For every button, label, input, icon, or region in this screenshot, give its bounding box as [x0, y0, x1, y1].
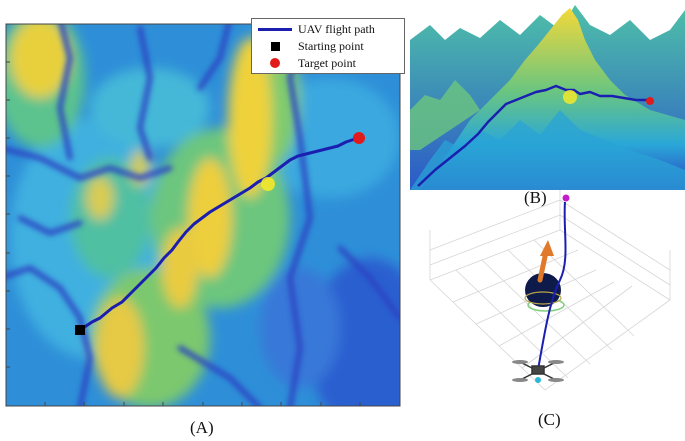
waypoint-marker-3d — [563, 90, 577, 104]
trajectory-line — [537, 201, 567, 371]
drone-position-marker — [535, 377, 541, 383]
target-point-marker-3d — [646, 97, 654, 105]
caption-a: (A) — [190, 418, 214, 437]
goal-marker — [562, 194, 570, 202]
flight-path-line — [79, 136, 359, 332]
legend: UAV flight path Starting point Target po… — [251, 18, 405, 74]
legend-row-target: Target point — [252, 55, 356, 71]
waypoint-marker — [261, 177, 275, 191]
caption-c: (C) — [538, 410, 561, 429]
terrain-heatmap — [5, 23, 401, 407]
flight-path-3d — [417, 84, 648, 187]
legend-row-start: Starting point — [252, 38, 364, 54]
starting-point-marker — [75, 325, 85, 335]
legend-path-label: UAV flight path — [298, 21, 375, 36]
direction-arrow — [537, 249, 549, 283]
target-point-marker — [353, 132, 365, 144]
drone-icon — [512, 360, 564, 382]
panel-a-map — [0, 18, 404, 408]
terrain-surface-3d — [410, 5, 685, 190]
caption-b: (B) — [524, 188, 547, 207]
legend-circle-swatch — [270, 58, 280, 68]
legend-row-path: UAV flight path — [252, 21, 375, 37]
obstacle-scene-3d — [429, 190, 671, 391]
panel-c-scene — [420, 190, 685, 405]
panel-b-terrain — [410, 0, 685, 190]
legend-start-label: Starting point — [298, 38, 364, 53]
legend-target-label: Target point — [298, 55, 356, 70]
legend-line-swatch — [258, 27, 292, 31]
legend-square-swatch — [270, 41, 280, 51]
